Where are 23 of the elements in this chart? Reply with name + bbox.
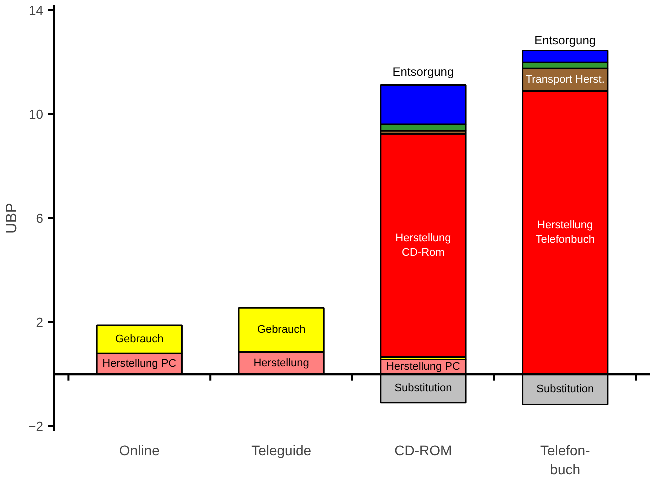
y-tick-label: 6 <box>36 211 44 226</box>
data-label: Transport Herst. <box>526 74 605 86</box>
data-label: Herstellung CD-Rom <box>396 232 452 259</box>
data-label: Herstellung PC <box>102 358 177 370</box>
y-tick-label: 14 <box>29 3 44 18</box>
data-label: Substitution <box>394 382 452 395</box>
x-tick-label: Online <box>119 442 160 458</box>
x-tick-label: CD-ROM <box>394 442 452 458</box>
x-tick-label: Teleguide <box>252 442 312 458</box>
data-label: Gebrauch <box>115 334 164 346</box>
annotation: Entsorgung <box>392 65 454 80</box>
bar <box>380 133 467 358</box>
data-label: Herstellung <box>254 357 310 370</box>
data-label: Herstellung Telefonbuch <box>536 220 596 246</box>
y-axis-title: UBP <box>4 203 21 234</box>
x-tick-label: Telefon- buch <box>540 442 591 478</box>
y-tick-label: 10 <box>29 107 44 122</box>
data-label: Substitution <box>536 384 594 396</box>
data-label: Herstellung PC <box>386 361 460 374</box>
y-tick-label: 2 <box>36 314 44 330</box>
annotation: Entsorgung <box>534 34 596 48</box>
data-label: Gebrauch <box>257 324 306 336</box>
y-tick-label: −2 <box>28 418 44 434</box>
